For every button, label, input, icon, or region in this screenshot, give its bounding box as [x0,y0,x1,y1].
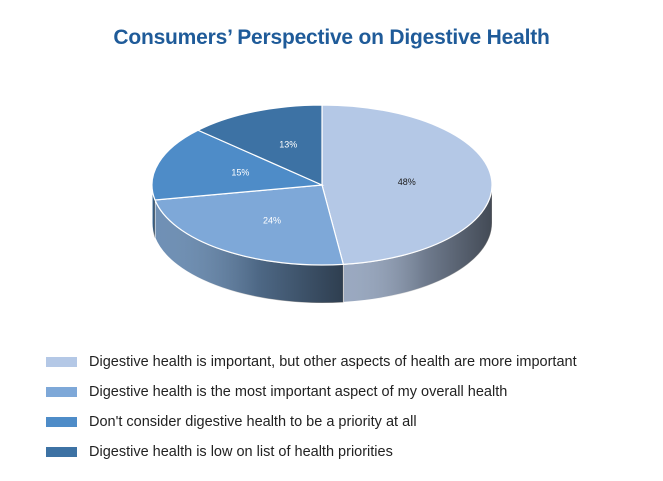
legend-item: Digestive health is important, but other… [46,347,577,377]
pie-tops [151,104,493,266]
legend-swatch [46,417,77,427]
legend-item: Digestive health is the most important a… [46,377,577,407]
pie-slice-2 [154,184,345,266]
chart-title: Consumers’ Perspective on Digestive Heal… [113,26,550,49]
legend-item: Don't consider digestive health to be a … [46,407,577,437]
pie-slice-side-shade [343,185,492,303]
legend-swatch [46,357,77,367]
pie-slice-1 [321,104,493,265]
legend-label: Digestive health is the most important a… [89,384,508,400]
legend-label: Don't consider digestive health to be a … [89,414,417,430]
pie-slice-4 [196,104,323,186]
pie-slice-side-shade [155,199,344,304]
legend-swatch [46,387,77,397]
slice-data-label: 24% [263,216,281,226]
pie-labels: 48% 24% 15% 13% [231,140,415,226]
legend: Digestive health is important, but other… [46,347,577,467]
legend-item: Digestive health is low on list of healt… [46,437,577,467]
slice-data-label: 13% [279,140,297,150]
legend-label: Digestive health is important, but other… [89,354,577,370]
legend-swatch [46,447,77,457]
slice-data-label: 15% [231,168,249,178]
pie-slice-3 [151,129,325,201]
legend-label: Digestive health is low on list of healt… [89,444,393,460]
slice-data-label: 48% [398,177,416,187]
